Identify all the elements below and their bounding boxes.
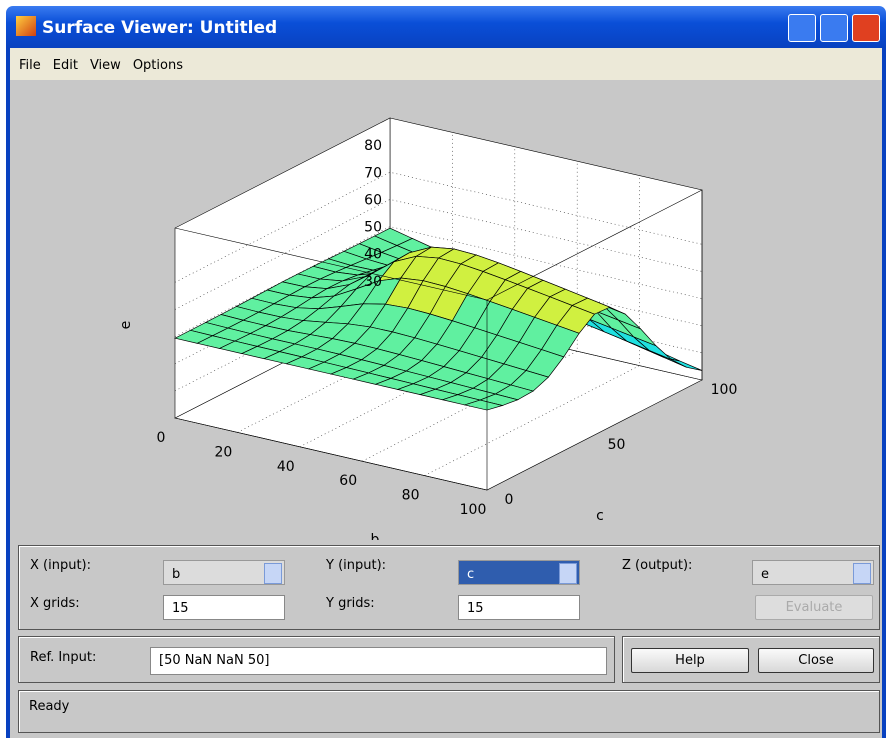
button-panel	[622, 636, 880, 683]
status-text: Ready	[29, 699, 70, 714]
text-input[interactable]: 15	[458, 595, 580, 620]
plot-area: 30 40 50 60 70 80 0 20 40 60 80 100 0 50 100 e b c	[10, 80, 882, 548]
z-tick-label: 30	[364, 274, 382, 290]
y-axis-label: c	[596, 508, 604, 524]
label: Z (output):	[622, 558, 693, 573]
menu-bar: File Edit View Options	[10, 48, 882, 80]
dropdown[interactable]: c	[458, 560, 580, 585]
control-area	[10, 540, 882, 738]
surface-plot: 30 40 50 60 70 80 0 20 40 60 80 100 0 50 100 e b c	[118, 117, 738, 548]
grid-line	[362, 161, 578, 462]
grid-line	[174, 226, 703, 337]
window-title: Surface Viewer: Untitled	[42, 18, 278, 38]
z-tick-label: 60	[364, 192, 382, 208]
surface-patch	[463, 399, 504, 411]
evaluate-button[interactable]: Evaluate	[755, 595, 873, 620]
z-tick-label: 50	[364, 220, 382, 236]
ref-panel	[18, 636, 615, 683]
app-icon	[16, 16, 36, 36]
z-axis-label: e	[118, 321, 134, 330]
axis-line	[174, 227, 488, 491]
label: X grids:	[30, 596, 80, 611]
z-tick-label: 40	[364, 247, 382, 263]
text-input[interactable]: 15	[163, 595, 285, 620]
grid-line	[174, 199, 703, 310]
x-tick-label: 100	[460, 502, 487, 518]
grid-line	[299, 146, 516, 448]
x-axis-label: b	[371, 532, 380, 540]
x-tick-label: 80	[402, 488, 420, 504]
menu-item[interactable]: File	[19, 58, 41, 73]
y-tick-label: 50	[608, 437, 626, 453]
help-button[interactable]: Help	[631, 648, 749, 673]
axis-line	[486, 189, 703, 380]
close-window-button[interactable]	[852, 14, 880, 42]
grid-line	[424, 175, 640, 476]
x-tick-label: 40	[277, 459, 295, 475]
x-tick-label: 0	[157, 430, 166, 446]
title-bar: Surface Viewer: Untitled	[6, 6, 886, 48]
dropdown[interactable]: e	[752, 560, 874, 585]
z-tick-label: 70	[364, 165, 382, 181]
menu-item[interactable]: View	[89, 58, 121, 73]
y-tick-label: 0	[505, 492, 514, 508]
x-tick-label: 60	[339, 473, 357, 489]
z-tick-label: 80	[364, 138, 382, 154]
text-input[interactable]: [50 NaN NaN 50]	[150, 647, 607, 675]
menu-item[interactable]: Options	[132, 58, 183, 73]
maximize-button[interactable]	[820, 14, 848, 42]
grid-line	[237, 132, 453, 433]
label: Y grids:	[326, 596, 375, 611]
input-panel	[18, 545, 880, 630]
x-tick-label: 20	[214, 444, 232, 460]
label: Y (input):	[326, 558, 387, 573]
label: X (input):	[30, 558, 92, 573]
close-button[interactable]: Close	[758, 648, 874, 673]
grid-line	[174, 171, 703, 283]
dropdown[interactable]: b	[163, 560, 285, 585]
status-bar: Ready	[18, 690, 880, 733]
menu-item[interactable]: Edit	[52, 58, 78, 73]
minimize-button[interactable]	[788, 14, 816, 42]
label: Ref. Input:	[30, 650, 97, 665]
y-tick-label: 100	[711, 382, 738, 398]
